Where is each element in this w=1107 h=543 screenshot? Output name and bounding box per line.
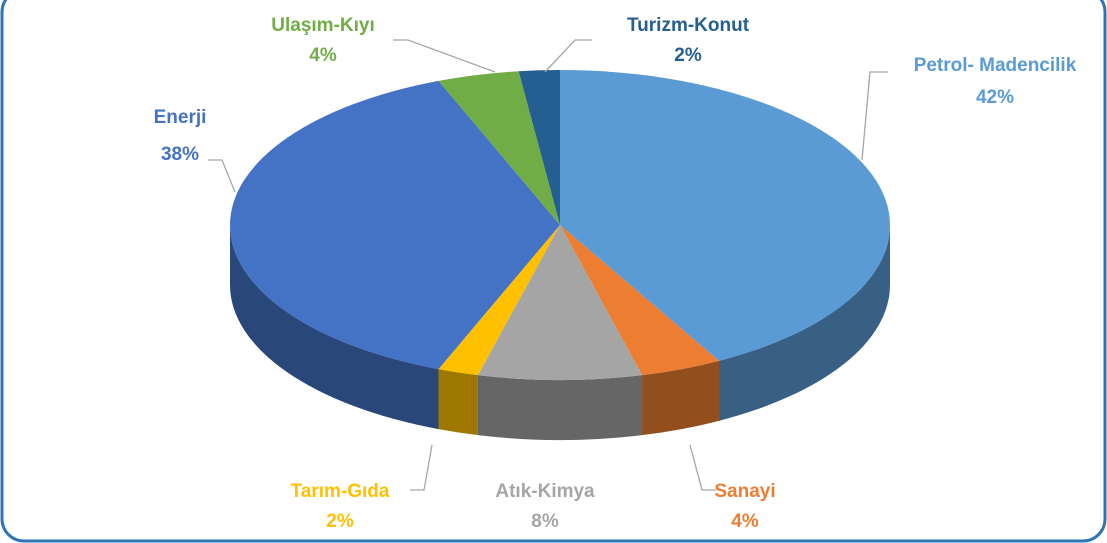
pie-slice — [438, 71, 560, 225]
pie-slice — [518, 70, 560, 225]
pie-slice — [560, 70, 891, 361]
category-label: Atık-Kimya — [495, 481, 595, 502]
category-label: Petrol- Madencilik — [914, 55, 1077, 76]
leader-line — [544, 39, 592, 73]
pie-wall — [477, 375, 643, 441]
value-label: 42% — [976, 87, 1014, 108]
value-label: 4% — [309, 45, 337, 66]
pie-wall — [230, 225, 439, 430]
pie-slice — [477, 225, 643, 380]
labels: Petrol- Madencilik 42% Sanayi 4% Atık-Kimya 8… — [154, 15, 1077, 532]
pie-slice — [438, 225, 560, 376]
leader-line — [861, 71, 888, 161]
pie-wall — [438, 369, 478, 436]
value-label: 2% — [674, 45, 702, 66]
value-label: 8% — [531, 511, 559, 532]
leader-line — [689, 444, 716, 491]
category-label: Ulaşım-Kıyı — [271, 15, 374, 36]
category-label: Tarım-Gıda — [291, 481, 390, 502]
pie-slice — [229, 80, 560, 370]
leader-line — [393, 39, 496, 73]
category-label: Turizm-Konut — [627, 15, 750, 36]
pie-tops — [229, 70, 891, 380]
pie-wall — [718, 225, 890, 421]
pie-wall — [642, 360, 719, 436]
value-label: 4% — [731, 511, 759, 532]
leader-line — [208, 159, 236, 193]
category-label: Sanayi — [714, 481, 775, 502]
value-label: 2% — [326, 511, 354, 532]
value-label: 38% — [161, 144, 199, 165]
pie-slice — [560, 225, 719, 376]
pie-walls — [230, 225, 890, 441]
leader-line — [410, 444, 433, 491]
category-label: Enerji — [154, 107, 207, 128]
